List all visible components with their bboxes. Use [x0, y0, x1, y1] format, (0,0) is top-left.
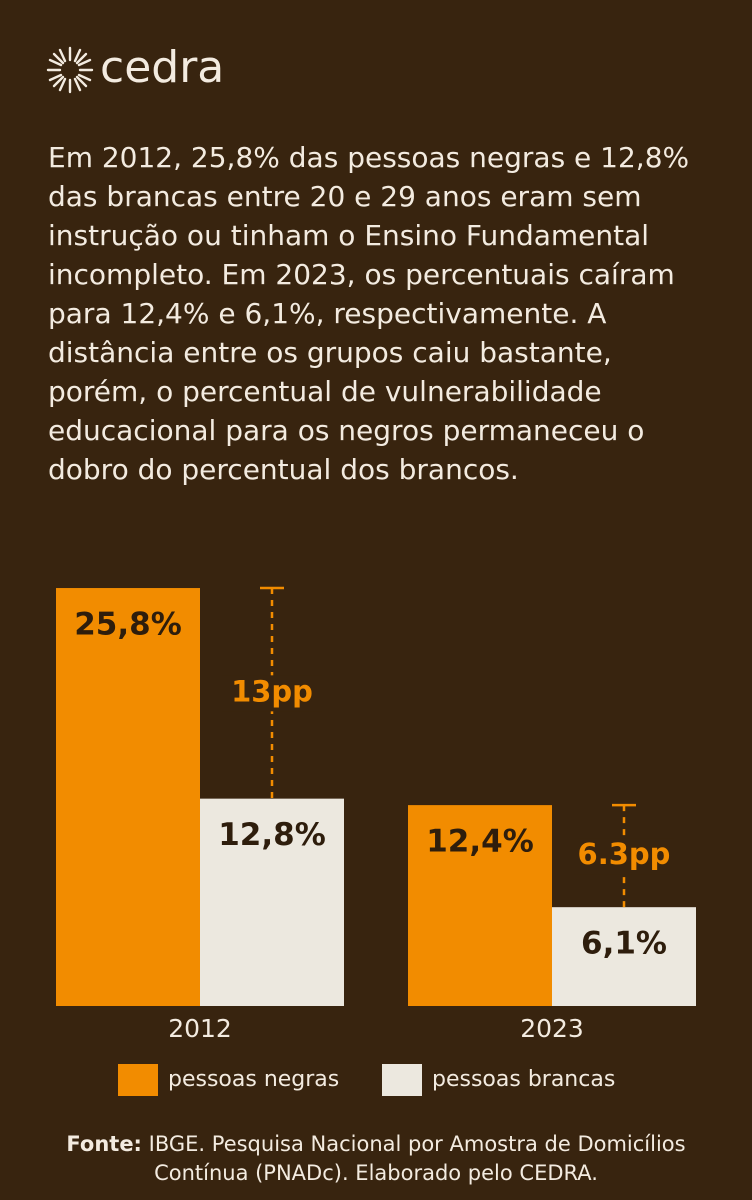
- bar: [200, 798, 344, 1006]
- source-text: IBGE. Pesquisa Nacional por Amostra de D…: [148, 1132, 686, 1185]
- legend-swatch: [382, 1064, 422, 1096]
- x-tick-label: 2023: [520, 1014, 584, 1043]
- x-tick-label: 2012: [168, 1014, 232, 1043]
- annotation-bg: [222, 675, 322, 712]
- value-label: 25,8%: [74, 607, 182, 643]
- source-label: Fonte:: [66, 1132, 142, 1156]
- value-label: 12,4%: [426, 824, 534, 860]
- annotation-bg: [574, 838, 674, 875]
- legend-label: pessoas brancas: [432, 1067, 615, 1092]
- legend-swatch: [118, 1064, 158, 1096]
- value-label: 12,8%: [218, 817, 326, 853]
- bar: [56, 588, 200, 1006]
- annotation: 13pp: [231, 674, 313, 708]
- bar: [552, 907, 696, 1006]
- value-label: 6,1%: [581, 926, 667, 962]
- bar: [408, 805, 552, 1006]
- intro-text: Em 2012, 25,8% das pessoas negras e 12,8…: [48, 141, 690, 486]
- source: Fonte: IBGE. Pesquisa Nacional por Amost…: [30, 1130, 722, 1188]
- brand: cedra: [100, 42, 224, 93]
- legend-label: pessoas negras: [168, 1067, 339, 1092]
- logo-icon: [46, 46, 94, 94]
- annotation: 6.3pp: [578, 837, 671, 871]
